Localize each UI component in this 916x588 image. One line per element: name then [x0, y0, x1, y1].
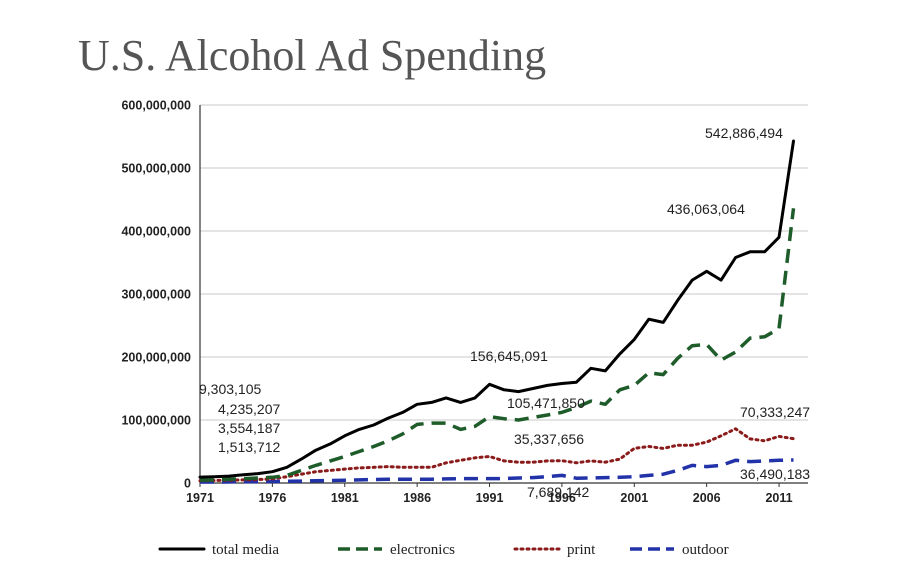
x-tick-label: 1981 — [331, 491, 359, 505]
gridlines — [200, 104, 808, 421]
y-tick-label: 300,000,000 — [121, 288, 191, 302]
data-label: 156,645,091 — [470, 348, 548, 364]
series-line-electronics — [199, 208, 796, 483]
data-label: 4,235,207 — [218, 401, 280, 417]
x-tick-label: 2006 — [693, 491, 721, 505]
y-tick-label: 500,000,000 — [121, 162, 191, 176]
data-label: 1,513,712 — [218, 439, 280, 455]
x-tick-label: 1996 — [548, 491, 576, 505]
data-label: 105,471,850 — [507, 395, 585, 411]
y-tick-label: 100,000,000 — [121, 414, 191, 428]
legend-label: outdoor — [682, 542, 729, 558]
series-line-outdoor — [200, 458, 794, 484]
y-tick-label: 0 — [184, 477, 191, 491]
y-axis-ticks: 0 100,000,000 200,000,000 300,000,000 400,00… — [121, 99, 191, 491]
series-line-print — [198, 427, 795, 483]
x-tick-label: 1986 — [403, 491, 431, 505]
data-label: 35,337,656 — [514, 431, 584, 447]
page-title: U.S. Alcohol Ad Spending — [78, 31, 547, 80]
data-annotations: 542,886,494 436,063,064 156,645,091 105,471… — [199, 125, 810, 500]
x-tick-label: 1991 — [476, 491, 504, 505]
x-axis-ticks: 1971 1976 1981 1986 1991 1996 2001 2006 2011 — [186, 483, 793, 505]
y-tick-label: 600,000,000 — [121, 99, 191, 113]
x-tick-label: 1971 — [186, 491, 214, 505]
series-line-total-media — [198, 139, 795, 479]
series-lines — [198, 139, 796, 484]
data-label: 3,554,187 — [218, 420, 280, 436]
legend-label: total media — [212, 542, 279, 558]
x-tick-label: 2001 — [620, 491, 648, 505]
data-label: 9,303,105 — [199, 381, 261, 397]
y-tick-label: 400,000,000 — [121, 225, 191, 239]
legend-label: electronics — [390, 542, 455, 558]
data-label: 436,063,064 — [667, 201, 745, 217]
x-tick-label: 1976 — [258, 491, 286, 505]
legend-label: print — [567, 542, 596, 558]
y-tick-label: 200,000,000 — [121, 351, 191, 365]
legend: total media electronics print outdoor — [158, 542, 729, 558]
data-label: 36,490,183 — [740, 466, 810, 482]
data-label: 542,886,494 — [705, 125, 783, 141]
data-label: 70,333,247 — [740, 404, 810, 420]
data-label: 7,689,142 — [527, 484, 589, 500]
x-tick-label: 2011 — [765, 491, 792, 505]
